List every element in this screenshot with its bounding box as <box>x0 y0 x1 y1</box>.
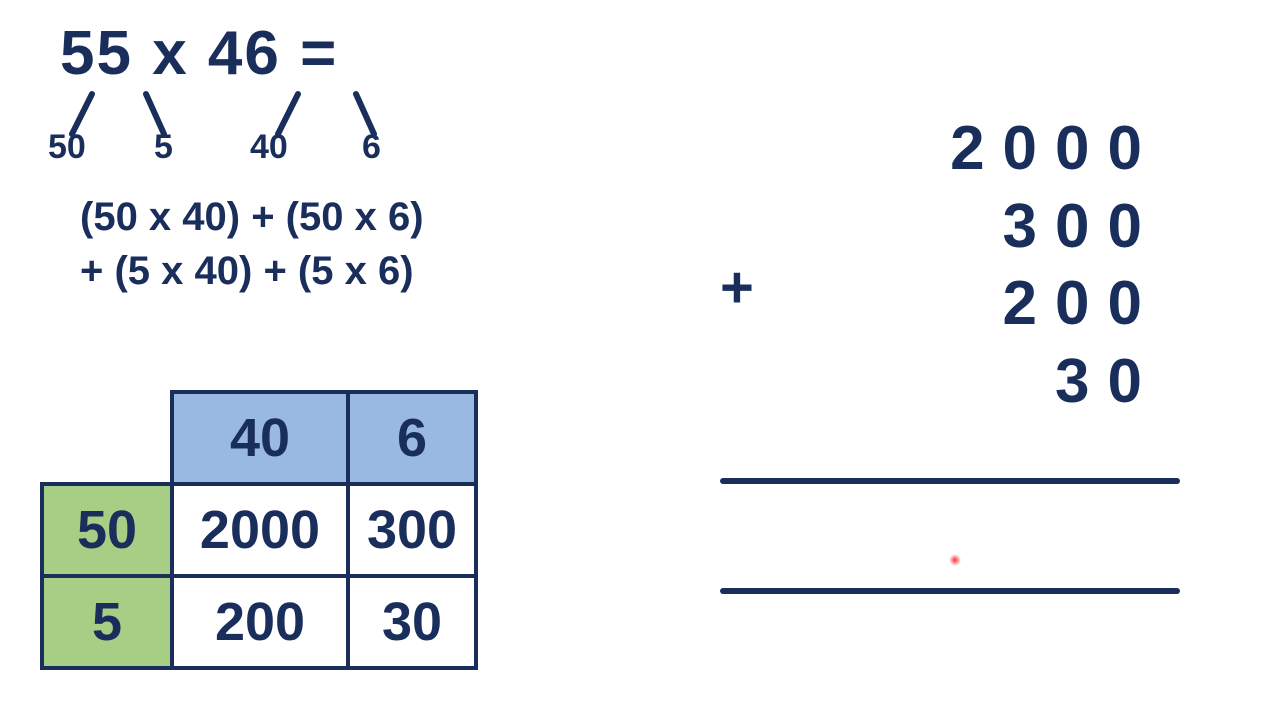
addend-2: 200 <box>740 265 1160 343</box>
col-header-0: 40 <box>172 392 348 484</box>
cell-0-1: 300 <box>348 484 476 576</box>
expansion-expression: (50 x 40) + (50 x 6) + (5 x 40) + (5 x 6… <box>80 190 424 298</box>
cell-1-1: 30 <box>348 576 476 668</box>
row-header-1: 5 <box>42 576 172 668</box>
row-header-0: 50 <box>42 484 172 576</box>
cell-0-0: 2000 <box>172 484 348 576</box>
addition-rule-top <box>720 478 1180 484</box>
laser-pointer-icon <box>949 554 961 566</box>
decomp-first-b: 5 <box>154 128 173 167</box>
area-model-table: 40 6 50 2000 300 5 200 30 <box>40 390 478 670</box>
expansion-line-2: + (5 x 40) + (5 x 6) <box>80 244 424 298</box>
addend-3: 30 <box>740 343 1160 421</box>
addend-0: 2000 <box>740 110 1160 188</box>
plus-sign: + <box>720 252 754 325</box>
cell-1-0: 200 <box>172 576 348 668</box>
col-header-1: 6 <box>348 392 476 484</box>
decomp-second-b: 6 <box>362 128 381 167</box>
decomp-second-a: 40 <box>250 128 288 167</box>
area-model: 40 6 50 2000 300 5 200 30 <box>40 390 478 670</box>
table-corner-empty <box>42 392 172 484</box>
addition-rule-bottom <box>720 588 1180 594</box>
decomp-first-a: 50 <box>48 128 86 167</box>
addend-1: 300 <box>740 188 1160 266</box>
column-addition: 2000 300 200 30 + <box>740 110 1160 420</box>
equation-title: 55 x 46 = <box>60 18 338 89</box>
expansion-line-1: (50 x 40) + (50 x 6) <box>80 190 424 244</box>
